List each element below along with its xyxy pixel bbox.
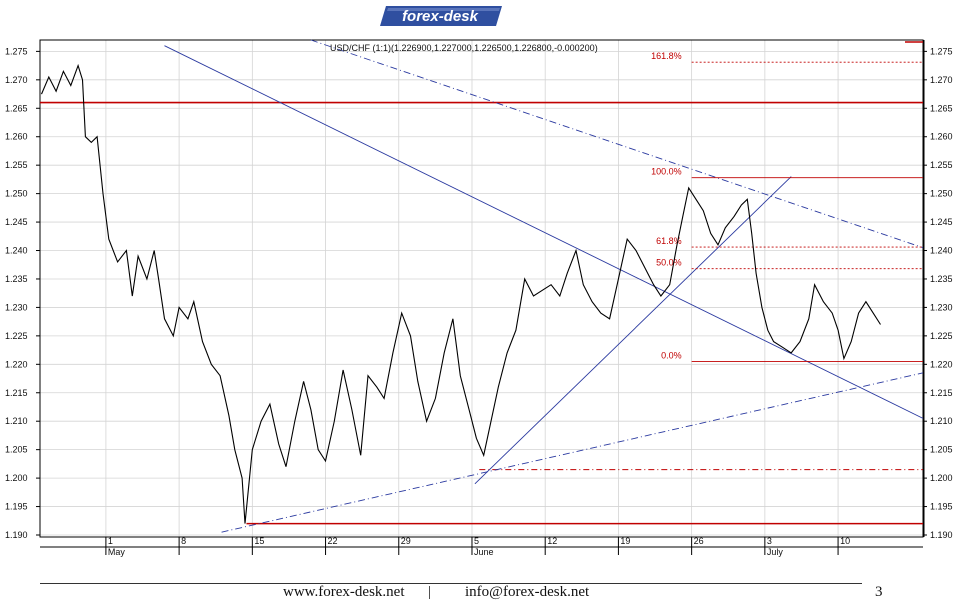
trend-lines — [164, 39, 924, 533]
fib-level-label: 100.0% — [651, 167, 682, 177]
y-tick-label-right: 1.235 — [930, 274, 953, 284]
y-tick-label-right: 1.240 — [930, 246, 953, 256]
y-tick-label-left: 1.220 — [5, 359, 28, 369]
logo-text: forex-desk — [402, 8, 479, 25]
y-tick-label-right: 1.255 — [930, 160, 953, 170]
y-axis-right: 1.190 1.195 1.200 1.205 1.210 1.215 1.220 1.225… — [923, 46, 953, 540]
x-tick-label: 8 — [181, 536, 186, 546]
trend-line — [164, 45, 924, 419]
y-tick-label-right: 1.220 — [930, 359, 953, 369]
y-tick-label-right: 1.250 — [930, 189, 953, 199]
y-tick-label-right: 1.205 — [930, 445, 953, 455]
y-tick-label-left: 1.270 — [5, 75, 28, 85]
y-tick-label-right: 1.200 — [930, 473, 953, 483]
y-tick-label-left: 1.210 — [5, 416, 28, 426]
footer-email-link[interactable]: info@forex-desk.net — [465, 584, 590, 600]
chart-frame — [39, 39, 925, 548]
y-tick-label-left: 1.250 — [5, 189, 28, 199]
x-tick-label: 29 — [401, 536, 411, 546]
y-tick-label-right: 1.260 — [930, 132, 953, 142]
x-tick-label: 22 — [328, 536, 338, 546]
x-tick-label: 19 — [620, 536, 630, 546]
y-tick-label-left: 1.225 — [5, 331, 28, 341]
y-tick-label-left: 1.260 — [5, 132, 28, 142]
x-tick-label: 26 — [694, 536, 704, 546]
x-tick-label: 3 — [767, 536, 772, 546]
trend-line — [221, 372, 924, 533]
y-tick-label-right: 1.215 — [930, 388, 953, 398]
x-month-label: July — [767, 547, 784, 557]
y-tick-label-right: 1.275 — [930, 46, 953, 56]
support-resistance-lines — [40, 101, 923, 525]
footer-divider — [40, 583, 862, 584]
page-number: 3 — [875, 584, 883, 600]
trend-line — [474, 176, 792, 485]
x-tick-label: 15 — [254, 536, 264, 546]
plot-border — [39, 39, 924, 538]
y-tick-label-left: 1.190 — [5, 530, 28, 540]
y-tick-label-left: 1.240 — [5, 246, 28, 256]
y-tick-label-right: 1.225 — [930, 331, 953, 341]
y-tick-label-left: 1.255 — [5, 160, 28, 170]
x-tick-label: 10 — [840, 536, 850, 546]
footer-separator: | — [428, 584, 432, 600]
y-tick-label-left: 1.195 — [5, 502, 28, 512]
y-tick-label-left: 1.275 — [5, 46, 28, 56]
y-tick-label-right: 1.270 — [930, 75, 953, 85]
y-tick-label-right: 1.230 — [930, 302, 953, 312]
fib-level-label: 161.8% — [651, 51, 682, 61]
x-tick-label: 12 — [547, 536, 557, 546]
y-tick-label-left: 1.235 — [5, 274, 28, 284]
y-tick-label-left: 1.245 — [5, 217, 28, 227]
y-tick-label-left: 1.230 — [5, 302, 28, 312]
y-tick-label-right: 1.210 — [930, 416, 953, 426]
y-tick-label-right: 1.195 — [930, 502, 953, 512]
y-axis-left: 1.190 1.195 1.200 1.205 1.210 1.215 1.220 1.225… — [5, 46, 40, 540]
y-tick-label-right: 1.245 — [930, 217, 953, 227]
price-chart: 1.190 1.195 1.200 1.205 1.210 1.215 1.220 1.225… — [5, 39, 953, 557]
chart-title: USD/CHF (1:1)(1.226900,1.227000,1.226500… — [330, 43, 598, 53]
price-series-line — [40, 63, 881, 524]
trend-line — [310, 39, 924, 249]
x-month-label: May — [108, 547, 126, 557]
fib-level-label: 0.0% — [661, 350, 682, 360]
fib-level-label: 61.8% — [656, 236, 682, 246]
x-tick-label: 5 — [474, 536, 479, 546]
chart-grid — [40, 40, 923, 537]
y-tick-label-left: 1.265 — [5, 103, 28, 113]
y-tick-label-left: 1.200 — [5, 473, 28, 483]
fib-level-label: 50.0% — [656, 258, 682, 268]
y-tick-label-right: 1.190 — [930, 530, 953, 540]
x-month-label: June — [474, 547, 494, 557]
brand-logo: forex-desk — [380, 6, 502, 26]
footer-website-link[interactable]: www.forex-desk.net — [283, 584, 405, 600]
y-tick-label-left: 1.205 — [5, 445, 28, 455]
y-tick-label-right: 1.265 — [930, 103, 953, 113]
y-tick-label-left: 1.215 — [5, 388, 28, 398]
fibonacci-levels: 161.8% 100.0% 61.8% 50.0% 0.0% — [651, 51, 923, 362]
x-tick-label: 1 — [108, 536, 113, 546]
